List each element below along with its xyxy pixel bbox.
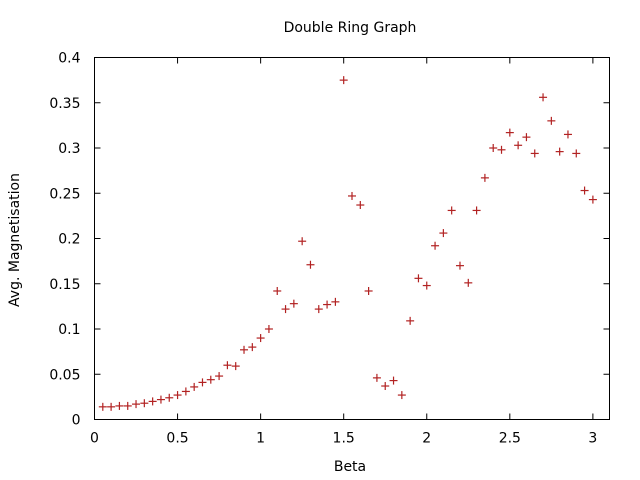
- data-point-0-30: [348, 191, 356, 200]
- data-point-0-41: [439, 229, 448, 238]
- y-tick-label-5: 0.25: [49, 186, 80, 202]
- x-axis: 0 0.5 1 1.5 2 2.5 3: [90, 57, 597, 447]
- data-point-0-24: [298, 237, 307, 246]
- data-point-0-27: [323, 300, 332, 309]
- y-tick-label-3: 0.15: [49, 277, 80, 293]
- data-point-0-16: [231, 362, 240, 371]
- data-point-0-34: [381, 382, 390, 391]
- data-point-0-20: [264, 325, 273, 333]
- data-points: [98, 76, 597, 411]
- data-point-0-48: [497, 145, 506, 154]
- data-point-0-17: [240, 345, 249, 354]
- data-point-0-54: [547, 116, 556, 125]
- y-tick-label-4: 0.2: [58, 232, 80, 248]
- data-point-0-26: [314, 305, 323, 314]
- data-point-0-31: [356, 201, 365, 210]
- data-point-0-0: [98, 402, 107, 411]
- data-point-0-12: [198, 378, 207, 387]
- data-point-0-53: [539, 93, 548, 102]
- y-tick-label-2: 0.1: [58, 322, 80, 338]
- data-point-0-32: [364, 286, 373, 295]
- x-tick-label-2: 1: [256, 431, 265, 447]
- data-point-0-11: [190, 382, 199, 391]
- data-point-0-43: [455, 261, 464, 270]
- data-point-0-40: [431, 241, 440, 250]
- y-tick-label-6: 0.3: [58, 141, 80, 157]
- data-point-0-2: [115, 401, 124, 410]
- data-point-0-1: [107, 402, 116, 411]
- data-point-0-22: [281, 305, 290, 314]
- data-point-0-5: [140, 399, 149, 408]
- data-point-0-10: [181, 387, 190, 396]
- data-point-0-42: [447, 206, 456, 215]
- data-point-0-6: [148, 397, 157, 406]
- data-point-0-58: [580, 186, 589, 195]
- data-point-0-47: [489, 144, 498, 152]
- data-point-0-37: [406, 316, 415, 325]
- data-point-0-19: [256, 334, 265, 343]
- data-point-0-55: [555, 147, 564, 156]
- x-tick-label-6: 3: [588, 431, 597, 447]
- data-point-0-14: [215, 372, 224, 381]
- y-tick-label-0: 0: [72, 413, 81, 429]
- data-point-0-39: [422, 281, 431, 290]
- data-point-0-51: [522, 133, 531, 142]
- data-point-0-35: [389, 376, 398, 385]
- y-tick-label-1: 0.05: [49, 367, 80, 383]
- data-point-0-38: [414, 274, 423, 283]
- data-point-0-7: [156, 395, 165, 404]
- chart-title: Double Ring Graph: [284, 20, 417, 36]
- data-point-0-18: [248, 343, 257, 352]
- data-point-0-8: [165, 393, 174, 402]
- data-point-0-59: [588, 195, 597, 204]
- data-point-0-36: [397, 391, 406, 400]
- x-tick-label-5: 2.5: [499, 431, 521, 447]
- y-tick-label-8: 0.4: [58, 51, 80, 67]
- y-axis-title: Avg. Magnetisation: [7, 173, 23, 307]
- data-point-0-28: [331, 297, 340, 306]
- data-point-0-15: [223, 361, 232, 370]
- data-point-0-50: [514, 141, 523, 150]
- data-point-0-46: [480, 173, 489, 182]
- data-point-0-33: [372, 373, 381, 382]
- x-tick-label-1: 0.5: [166, 431, 188, 447]
- y-axis: 0 0.05 0.1 0.15 0.2 0.25 0.3 0.35 0.4: [49, 51, 610, 429]
- data-point-0-3: [123, 401, 132, 410]
- data-point-0-4: [132, 400, 141, 409]
- data-point-0-45: [472, 206, 481, 215]
- data-point-0-52: [530, 149, 539, 158]
- y-tick-label-7: 0.35: [49, 96, 80, 112]
- data-point-0-25: [306, 260, 315, 269]
- x-tick-label-4: 2: [422, 431, 431, 447]
- x-tick-label-0: 0: [90, 431, 99, 447]
- data-point-0-21: [273, 286, 282, 295]
- data-point-0-13: [206, 375, 215, 384]
- data-point-0-44: [464, 278, 473, 287]
- data-point-0-57: [572, 149, 581, 158]
- plot-area-frame: [94, 57, 610, 420]
- x-axis-title: Beta: [334, 459, 366, 475]
- data-point-0-23: [289, 299, 298, 308]
- data-point-0-9: [173, 391, 182, 400]
- data-point-0-49: [505, 128, 514, 137]
- data-point-0-29: [339, 76, 348, 85]
- data-point-0-56: [563, 130, 572, 139]
- x-tick-label-3: 1.5: [333, 431, 355, 447]
